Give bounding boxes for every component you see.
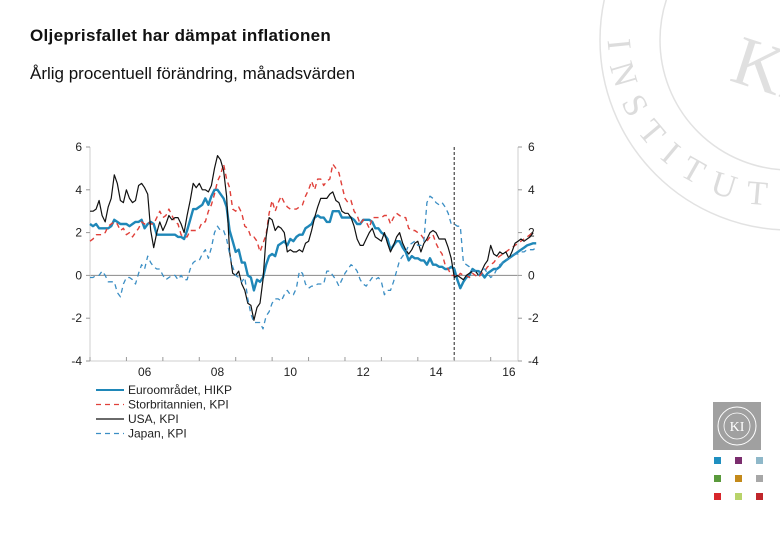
y-tick-label-left: -4	[71, 354, 82, 368]
y-tick-label-left: -2	[71, 311, 82, 325]
y-tick-label-left: 6	[75, 140, 82, 154]
brand-color-square	[756, 457, 763, 464]
y-tick-label-left: 0	[75, 268, 82, 282]
x-tick-label: 10	[284, 365, 298, 379]
series-line-4	[90, 195, 537, 330]
brand-color-square	[714, 493, 721, 500]
series-line-2	[89, 163, 534, 279]
brand-color-square	[714, 475, 721, 482]
ki-logo: KI	[713, 402, 761, 450]
x-tick-label: 12	[357, 365, 371, 379]
x-tick-label: 16	[502, 365, 516, 379]
x-tick-label: 08	[211, 365, 225, 379]
brand-color-square	[756, 475, 763, 482]
x-tick-label: 06	[138, 365, 152, 379]
legend-label-3: USA, KPI	[128, 412, 179, 426]
chart-subtitle: Årlig procentuell förändring, månadsvärd…	[30, 64, 356, 83]
y-tick-label-right: -2	[528, 311, 539, 325]
logo-monogram: KI	[730, 420, 745, 435]
legend-label-1: Euroområdet, HIKP	[128, 383, 232, 397]
brand-color-square	[714, 457, 721, 464]
brand-color-square	[756, 493, 763, 500]
x-tick-label: 14	[429, 365, 443, 379]
series-line-1	[89, 188, 537, 292]
y-tick-label-right: 6	[528, 140, 535, 154]
legend-label-4: Japan, KPI	[128, 427, 187, 441]
y-tick-label-left: 4	[75, 183, 82, 197]
seal-watermark: INSTITUTET KI	[560, 0, 780, 231]
y-tick-label-left: 2	[75, 226, 82, 240]
brand-color-square	[735, 457, 742, 464]
y-tick-label-right: 4	[528, 183, 535, 197]
brand-color-square	[735, 475, 742, 482]
chart-title: Oljeprisfallet har dämpat inflationen	[30, 26, 332, 45]
brand-color-squares	[714, 457, 770, 503]
y-tick-label-right: 0	[528, 268, 535, 282]
brand-color-square	[735, 493, 742, 500]
legend-label-2: Storbritannien, KPI	[128, 398, 229, 412]
series-line-3	[90, 155, 534, 321]
y-tick-label-right: 2	[528, 226, 535, 240]
y-tick-label-right: -4	[528, 354, 539, 368]
